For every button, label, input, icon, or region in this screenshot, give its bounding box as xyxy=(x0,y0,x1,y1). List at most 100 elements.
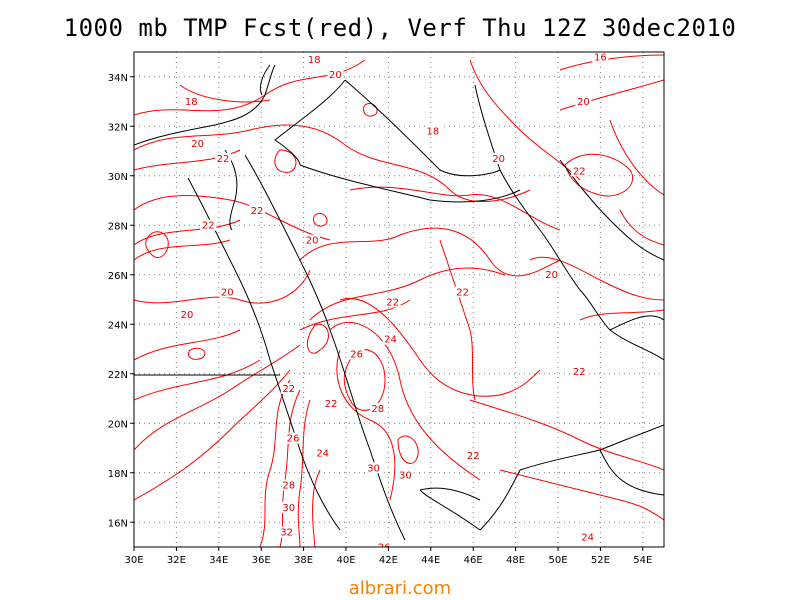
contour-label: 22 xyxy=(217,154,230,165)
contour-label-bg xyxy=(179,308,195,320)
contour-label-bg xyxy=(454,286,471,298)
contour-label: 20 xyxy=(221,288,234,299)
contour-label-bg xyxy=(183,95,200,107)
contour-label-bg xyxy=(543,269,560,281)
x-tick-label: 32E xyxy=(167,555,186,566)
contour-line xyxy=(397,435,419,464)
border xyxy=(599,449,664,496)
map-frame xyxy=(133,51,665,548)
contour-label: 20 xyxy=(577,97,590,108)
contour-label: 24 xyxy=(384,335,397,346)
x-tick-label: 36E xyxy=(252,555,271,566)
contour-label-bg xyxy=(533,561,549,572)
contour-label: 24 xyxy=(581,533,594,544)
x-tick-label: 52E xyxy=(591,555,610,566)
contour-line xyxy=(499,469,664,521)
contour-label: 22 xyxy=(386,297,399,308)
contour-label: 22 xyxy=(456,288,469,299)
y-tick-label: 32N xyxy=(108,122,128,133)
contour-line xyxy=(134,329,241,361)
contour-line xyxy=(469,59,581,181)
contour-label-bg xyxy=(376,541,393,547)
x-tick-label: 38E xyxy=(294,555,313,566)
border xyxy=(419,489,481,531)
contour-label-bg xyxy=(304,234,321,246)
contour-label: 22 xyxy=(573,367,586,378)
contour-label: 20 xyxy=(181,310,194,321)
contour-line xyxy=(309,267,506,321)
contour-label: 20 xyxy=(492,154,505,165)
y-tick-label: 18N xyxy=(108,469,128,480)
contour-line xyxy=(619,209,664,246)
x-tick-label: 34E xyxy=(209,555,228,566)
contour-label-bg xyxy=(365,462,382,474)
contour-line xyxy=(312,212,328,227)
contour-label-bg xyxy=(200,219,217,231)
contour-label-bg xyxy=(490,152,507,164)
contour-label-bg xyxy=(280,479,297,491)
contour-label: 20 xyxy=(545,270,558,281)
contour-label-bg xyxy=(327,68,344,80)
contour-label-bg xyxy=(384,296,401,308)
contour-line xyxy=(564,153,633,197)
contour-label-bg xyxy=(465,449,482,461)
contour-line xyxy=(134,59,366,116)
watermark-text: albrari.com xyxy=(348,578,452,599)
contour-line xyxy=(306,323,329,354)
contour-label: 22 xyxy=(467,451,480,462)
contour-line xyxy=(134,344,301,451)
contour-line xyxy=(134,124,346,151)
contour-line xyxy=(349,186,561,231)
border xyxy=(344,79,501,177)
x-tick-label: 40E xyxy=(336,555,355,566)
coastline xyxy=(259,64,271,96)
contour-line xyxy=(529,256,664,301)
contour-label: 32 xyxy=(280,528,293,539)
contour-line xyxy=(187,347,206,360)
contour-line xyxy=(259,379,291,547)
contour-label: 22 xyxy=(573,166,586,177)
contour-labels: 18 20 16 18 20 18 20 22 20 22 22 22 20 20 20 22 22 20 24 26… xyxy=(179,52,609,573)
contour-label-bg xyxy=(397,469,414,481)
contour-line xyxy=(134,369,291,501)
contour-label: 22 xyxy=(325,399,338,410)
contour-label-bg xyxy=(189,138,206,150)
contour-label-bg xyxy=(579,531,596,543)
contour-label-bg xyxy=(306,53,323,65)
contour-line xyxy=(469,399,664,471)
contour-line xyxy=(134,269,311,304)
contour-line xyxy=(559,79,664,111)
contour-line xyxy=(274,149,297,173)
border xyxy=(519,424,664,471)
contour-line xyxy=(609,119,664,196)
y-tick-label: 20N xyxy=(108,419,128,430)
coastline xyxy=(187,177,341,531)
x-tick-label: 50E xyxy=(548,555,567,566)
y-tick-label: 16N xyxy=(108,518,128,529)
map-title: 1000 mb TMP Fcst(red), Verf Thu 12Z 30de… xyxy=(63,14,737,42)
contour-line xyxy=(134,359,261,401)
border xyxy=(479,469,521,531)
contour-label: 16 xyxy=(594,52,607,63)
contour-label-bg xyxy=(348,348,365,360)
border xyxy=(609,329,664,361)
y-tick-label: 30N xyxy=(108,172,128,183)
coastlines-borders xyxy=(134,64,664,541)
y-tick-label: 28N xyxy=(108,221,128,232)
axis-ticks: 30E 32E 34E 36E 38E 40E 42E 44E 46E 48E 50E 52E 54E 1… xyxy=(108,73,653,566)
contour-line xyxy=(329,321,481,481)
x-tick-label: 30E xyxy=(124,555,143,566)
contour-line xyxy=(439,239,476,401)
contour-label: 26 xyxy=(535,562,548,573)
contour-label: 28 xyxy=(371,404,384,415)
coastline xyxy=(134,64,276,146)
border xyxy=(274,79,346,166)
contour-label-bg xyxy=(592,52,609,63)
temperature-contours xyxy=(134,54,664,547)
x-tick-label: 46E xyxy=(464,555,483,566)
coastline xyxy=(419,487,481,501)
x-tick-label: 44E xyxy=(421,555,440,566)
contour-label: 18 xyxy=(185,97,198,108)
contour-label: 28 xyxy=(282,481,295,492)
contour-label: 26 xyxy=(350,349,363,360)
